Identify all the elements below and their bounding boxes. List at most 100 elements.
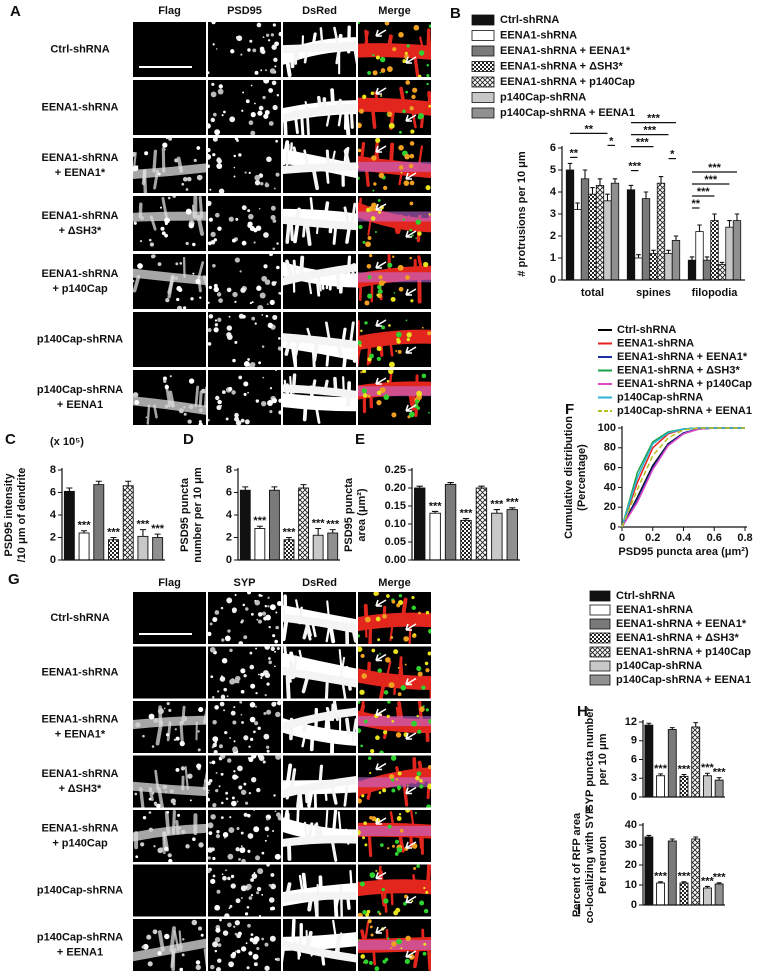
punctum xyxy=(409,153,415,159)
punctum xyxy=(265,614,271,621)
punctum xyxy=(233,770,236,773)
punctum xyxy=(225,869,228,872)
micrograph xyxy=(133,22,206,77)
punctum xyxy=(362,836,365,840)
punctum xyxy=(216,292,222,297)
punctum xyxy=(164,404,169,409)
y-axis-label: PSD95 intensity xyxy=(3,473,15,557)
punctum xyxy=(387,937,390,940)
punctum xyxy=(210,231,216,238)
punctum xyxy=(406,332,412,338)
spine xyxy=(283,379,287,393)
y-tick-label: 2 xyxy=(226,531,232,543)
spine xyxy=(139,787,145,808)
bar xyxy=(667,840,677,906)
punctum xyxy=(249,664,255,670)
punctum xyxy=(427,764,431,770)
punctum xyxy=(273,794,276,797)
significance: *** xyxy=(647,113,661,125)
punctum xyxy=(208,847,213,853)
punctum xyxy=(223,709,226,712)
x-tick-label: 0.6 xyxy=(707,532,722,544)
y-tick-label: 0.15 xyxy=(385,500,406,512)
spine xyxy=(330,840,338,862)
spine xyxy=(184,766,189,790)
punctum xyxy=(260,182,264,186)
error-bar xyxy=(567,162,573,170)
dendrite xyxy=(283,707,356,731)
punctum xyxy=(234,416,240,422)
punctum xyxy=(249,39,253,43)
punctum xyxy=(227,876,231,881)
punctum xyxy=(175,736,180,741)
punctum xyxy=(208,342,212,346)
y-tick-label: 0.20 xyxy=(385,482,406,494)
error-bar xyxy=(315,527,322,536)
punctum xyxy=(189,799,192,802)
punctum xyxy=(262,760,266,764)
y-axis-label: per 10 μm xyxy=(597,733,609,785)
punctum xyxy=(426,74,430,77)
punctum xyxy=(272,314,278,320)
punctum xyxy=(208,147,211,153)
punctum xyxy=(414,811,417,814)
punctum xyxy=(218,164,221,167)
punctum xyxy=(260,400,267,407)
punctum xyxy=(208,631,212,637)
punctum xyxy=(187,419,192,424)
y-axis-label: Percent of RFP area xyxy=(571,812,583,917)
punctum xyxy=(410,129,415,134)
punctum xyxy=(358,646,363,652)
punctum xyxy=(252,48,257,53)
punctum xyxy=(240,831,244,835)
punctum xyxy=(213,283,218,288)
significance: *** xyxy=(107,526,121,538)
punctum xyxy=(218,785,221,788)
bar xyxy=(580,178,590,281)
punctum xyxy=(248,896,253,900)
punctum xyxy=(247,757,250,760)
punctum xyxy=(361,794,365,798)
spine xyxy=(345,717,351,736)
punctum xyxy=(215,395,220,401)
punctum xyxy=(428,411,430,414)
punctum xyxy=(208,418,210,422)
punctum xyxy=(383,730,388,735)
punctum xyxy=(241,946,247,952)
spine xyxy=(429,677,431,699)
punctum xyxy=(378,275,383,280)
punctum xyxy=(411,720,417,727)
spine xyxy=(293,207,302,225)
punctum xyxy=(169,375,172,378)
punctum xyxy=(261,937,265,941)
punctum xyxy=(274,65,277,68)
spine xyxy=(290,768,297,789)
y-tick-label: 100 xyxy=(598,422,616,434)
punctum xyxy=(221,675,223,677)
punctum xyxy=(377,210,382,214)
significance: *** xyxy=(137,519,151,531)
punctum xyxy=(362,370,367,374)
punctum xyxy=(370,91,375,96)
punctum xyxy=(235,217,239,221)
punctum xyxy=(222,930,229,936)
punctum xyxy=(167,196,171,200)
punctum xyxy=(367,275,372,280)
punctum xyxy=(215,927,221,933)
punctum xyxy=(257,726,261,730)
spine xyxy=(138,202,143,219)
punctum xyxy=(241,109,244,112)
punctum xyxy=(248,120,254,126)
punctum xyxy=(254,174,261,181)
legend-swatch xyxy=(471,30,495,41)
punctum xyxy=(141,945,145,949)
punctum xyxy=(275,625,279,630)
spine xyxy=(198,390,203,408)
punctum xyxy=(196,146,201,150)
error-bar xyxy=(125,480,132,486)
punctum xyxy=(266,709,272,715)
error-bar xyxy=(493,509,501,514)
micrograph xyxy=(283,138,356,193)
error-bar xyxy=(734,213,740,221)
punctum xyxy=(409,201,414,206)
